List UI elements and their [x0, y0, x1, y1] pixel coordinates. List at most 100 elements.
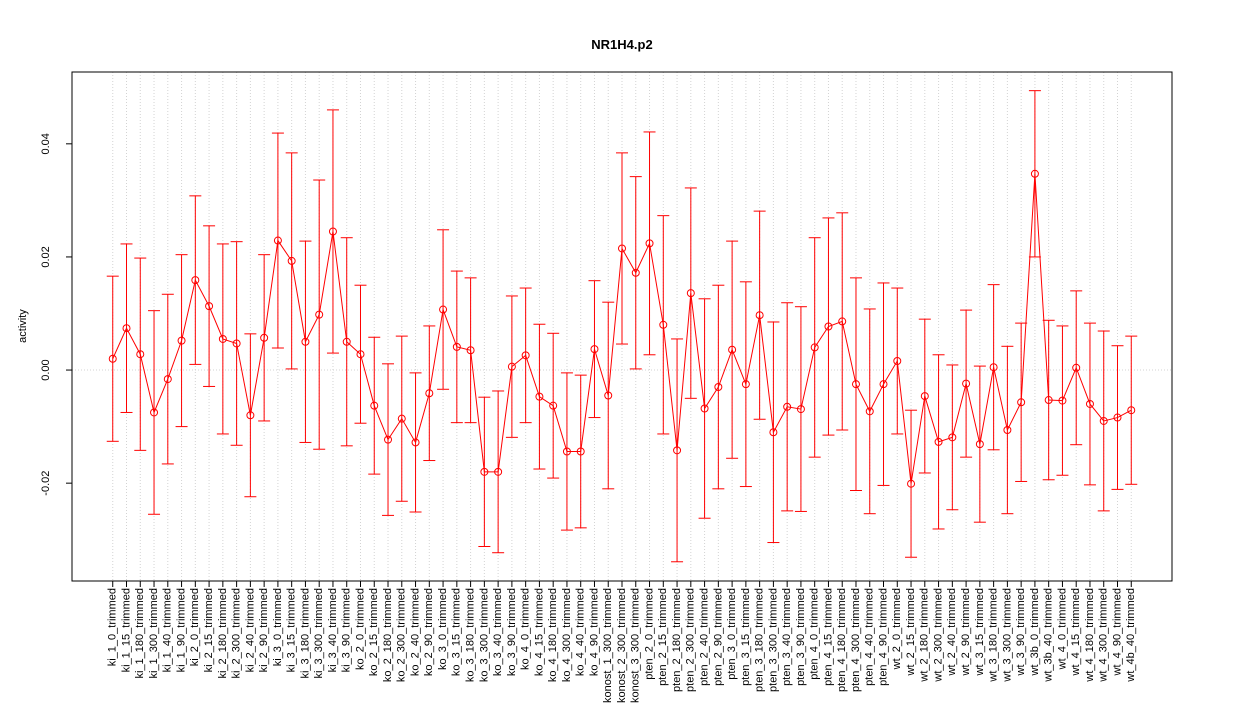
- point: [480, 467, 489, 476]
- x-tick-label: ko_2_180_trimmed: [382, 588, 394, 682]
- y-tick-label: 0.00: [40, 359, 52, 380]
- point: [590, 345, 599, 354]
- point: [425, 389, 434, 398]
- point: [287, 256, 296, 265]
- point: [1044, 396, 1053, 405]
- x-tick-label: konost_2_300_trimmed: [616, 588, 628, 703]
- point: [218, 334, 227, 343]
- x-tick-label: wt_2_90_trimmed: [960, 588, 972, 676]
- x-tick-label: ko_3_0_trimmed: [437, 588, 449, 670]
- point: [618, 244, 626, 253]
- point: [576, 447, 585, 456]
- point: [232, 339, 241, 348]
- point: [163, 375, 172, 384]
- point: [796, 405, 805, 414]
- point: [273, 236, 282, 245]
- point: [686, 289, 695, 298]
- x-tick-label: ko_4_40_trimmed: [575, 588, 587, 676]
- x-tick-label: ki_3_15_trimmed: [286, 588, 298, 672]
- x-tick-label: ki_1_90_trimmed: [175, 588, 187, 672]
- point: [604, 391, 613, 400]
- point: [246, 411, 255, 420]
- x-tick-label: ki_1_0_trimmed: [107, 588, 119, 666]
- point: [1058, 396, 1067, 405]
- point: [384, 435, 393, 444]
- point: [810, 343, 819, 352]
- x-tick-label: wt_4_15_trimmed: [1070, 588, 1082, 676]
- x-tick-label: ko_3_300_trimmed: [478, 588, 490, 682]
- point: [989, 363, 998, 372]
- point: [962, 379, 971, 388]
- x-tick-label: ko_4_15_trimmed: [533, 588, 545, 676]
- point: [549, 401, 558, 410]
- point: [260, 333, 269, 342]
- point: [1085, 399, 1094, 408]
- x-tick-label: ki_2_15_trimmed: [203, 588, 215, 672]
- x-tick-label: wt_2_0_trimmed: [891, 588, 903, 670]
- x-tick-label: wt_4_180_trimmed: [1084, 588, 1096, 683]
- point: [700, 404, 709, 413]
- x-tick-label: ko_3_40_trimmed: [492, 588, 504, 676]
- x-tick-label: pten_4_90_trimmed: [877, 588, 889, 686]
- x-tick-label: ko_3_15_trimmed: [451, 588, 463, 676]
- x-tick-label: ko_3_180_trimmed: [465, 588, 477, 682]
- x-tick-label: wt_3_300_trimmed: [1001, 588, 1013, 683]
- x-tick-label: wt_3b_0_trimmed: [1029, 588, 1041, 676]
- point: [838, 317, 847, 326]
- point: [893, 356, 902, 365]
- x-tick-label: ko_2_300_trimmed: [396, 588, 408, 682]
- point: [879, 380, 888, 389]
- x-tick-label: pten_4_15_trimmed: [822, 588, 834, 686]
- x-tick-label: pten_3_90_trimmed: [795, 588, 807, 686]
- x-tick-label: ki_2_300_trimmed: [231, 588, 243, 679]
- x-tick-label: wt_4_90_trimmed: [1111, 588, 1123, 676]
- x-tick-label: ki_2_40_trimmed: [244, 588, 256, 672]
- x-tick-label: wt_4b_40_trimmed: [1125, 588, 1137, 683]
- point: [370, 401, 379, 410]
- x-tick-label: ki_3_90_trimmed: [341, 588, 353, 672]
- x-tick-label: ko_2_0_trimmed: [354, 588, 366, 670]
- point: [315, 310, 324, 319]
- point: [728, 345, 737, 354]
- x-tick-label: konost_3_300_trimmed: [630, 588, 642, 703]
- point: [136, 350, 145, 359]
- x-tick-label: pten_3_180_trimmed: [754, 588, 766, 692]
- x-tick-label: wt_2_15_trimmed: [905, 588, 917, 676]
- x-tick-label: wt_4_0_trimmed: [1056, 588, 1068, 670]
- point: [755, 311, 764, 320]
- x-tick-label: wt_2_40_trimmed: [946, 588, 958, 676]
- point: [769, 428, 778, 437]
- x-tick-label: wt_3_15_trimmed: [974, 588, 986, 676]
- x-tick-label: ko_2_40_trimmed: [409, 588, 421, 676]
- point: [851, 380, 860, 389]
- point: [1099, 416, 1108, 425]
- x-tick-label: pten_3_0_trimmed: [726, 588, 738, 680]
- point: [411, 438, 420, 447]
- y-tick-label: 0.02: [40, 246, 52, 267]
- x-tick-label: pten_2_300_trimmed: [685, 588, 697, 692]
- x-tick-label: pten_2_0_trimmed: [643, 588, 655, 680]
- x-tick-label: pten_3_40_trimmed: [781, 588, 793, 686]
- y-tick-label: 0.04: [40, 133, 52, 154]
- point: [301, 337, 310, 346]
- x-tick-label: pten_4_300_trimmed: [850, 588, 862, 692]
- x-tick-label: ki_3_180_trimmed: [299, 588, 311, 679]
- x-tick-label: ki_1_300_trimmed: [148, 588, 160, 679]
- point: [342, 337, 351, 346]
- point: [920, 392, 929, 401]
- chart-title: NR1H4.p2: [591, 37, 652, 52]
- x-tick-label: ki_3_40_trimmed: [327, 588, 339, 672]
- x-tick-label: wt_3b_40_trimmed: [1043, 588, 1055, 683]
- x-tick-label: ko_4_90_trimmed: [588, 588, 600, 676]
- x-tick-label: pten_3_15_trimmed: [740, 588, 752, 686]
- point: [507, 362, 516, 371]
- x-tick-label: pten_4_180_trimmed: [836, 588, 848, 692]
- plot-frame: [71, 71, 1173, 582]
- x-tick-label: ko_2_90_trimmed: [423, 588, 435, 676]
- x-tick-label: wt_3_180_trimmed: [988, 588, 1000, 683]
- point: [535, 392, 544, 401]
- x-tick-label: pten_2_40_trimmed: [698, 588, 710, 686]
- point: [645, 239, 654, 248]
- x-tick-label: ki_1_180_trimmed: [134, 588, 146, 679]
